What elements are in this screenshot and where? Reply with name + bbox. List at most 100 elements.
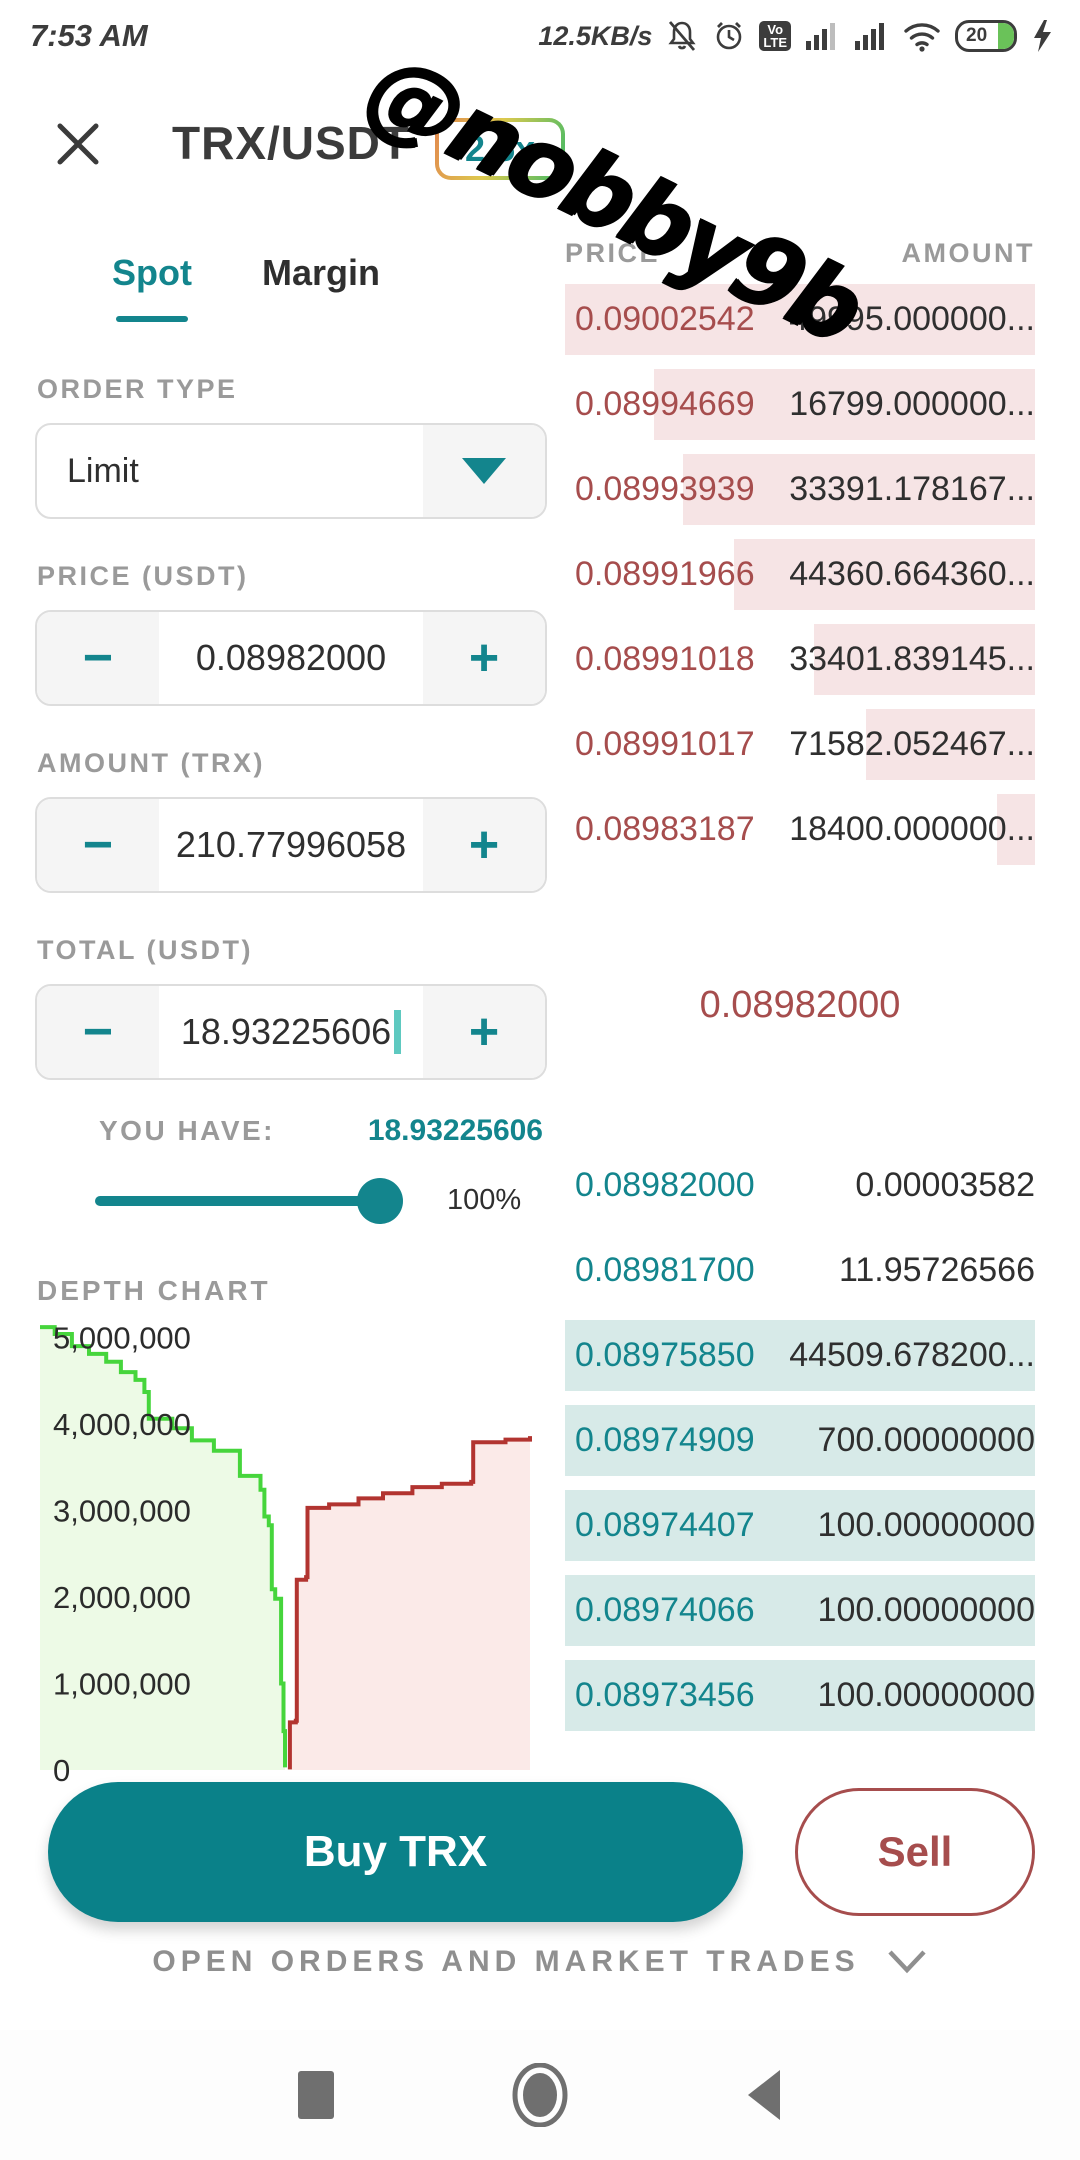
clock-time: 7:53 AM (30, 18, 148, 53)
ask-depth-bar (814, 624, 1035, 695)
bid-amount: 44509.678200... (789, 1336, 1035, 1374)
total-decrement-button[interactable]: − (37, 986, 159, 1078)
ask-amount: 44360.664360... (789, 555, 1035, 593)
bid-price: 0.08974066 (575, 1591, 755, 1629)
alarm-clock-icon (712, 19, 746, 53)
ask-depth-bar (997, 794, 1035, 865)
bid-row[interactable]: 0.08973456 100.00000000 (565, 1660, 1035, 1731)
slider-percent-label: 100% (447, 1184, 522, 1216)
y-axis-tick: 4,000,000 (53, 1407, 191, 1442)
ask-row[interactable]: 0.08991018 33401.839145... (565, 624, 1035, 695)
you-have-value: 18.93225606 (367, 1114, 543, 1147)
bid-amount: 100.00000000 (817, 1591, 1035, 1629)
android-nav-bar (0, 2030, 1080, 2160)
y-axis-tick: 5,000,000 (53, 1320, 191, 1355)
tab-spot[interactable]: Spot (112, 252, 192, 322)
last-price[interactable]: 0.08982000 (699, 984, 901, 1026)
bid-price: 0.08975850 (575, 1336, 755, 1374)
ask-price: 0.08983187 (575, 810, 755, 848)
y-axis-tick: 0 (53, 1753, 70, 1788)
total-increment-button[interactable]: + (423, 986, 545, 1078)
ask-amount: 49995.000000... (789, 300, 1035, 338)
chevron-down-icon (887, 1950, 926, 1974)
bid-depth-bar (565, 1660, 1035, 1731)
battery-icon: 20 (955, 20, 1017, 52)
slider-thumb[interactable] (357, 1177, 403, 1224)
home-button[interactable] (512, 2063, 568, 2127)
ask-price: 0.08991017 (575, 725, 755, 763)
ask-depth-bar (654, 369, 1035, 440)
depth-chart-svg: 5,000,000 4,000,000 3,000,000 2,000,000 1,00… (40, 1320, 532, 1826)
depth-chart: 5,000,000 4,000,000 3,000,000 2,000,000 1,00… (35, 1315, 547, 1837)
amount-slider[interactable] (95, 1177, 403, 1224)
ask-amount: 71582.052467... (789, 725, 1035, 763)
ask-amount: 33401.839145... (789, 640, 1035, 678)
amount-increment-button[interactable]: + (423, 799, 545, 891)
bid-rows: 0.08982000 0.00003582 0.08981700 11.9572656… (565, 1150, 1035, 1731)
bid-row[interactable]: 0.08974909 700.00000000 (565, 1405, 1035, 1476)
order-book: PRICE AMOUNT 0.09002542 49995.000000... 0.… (565, 238, 1035, 1731)
amount-column-header: AMOUNT (901, 237, 1035, 268)
order-type-select[interactable]: Limit (35, 423, 547, 519)
you-have-label: YOU HAVE: (99, 1115, 275, 1146)
back-button[interactable] (736, 2067, 792, 2123)
bid-price: 0.08981700 (575, 1251, 755, 1289)
amount-decrement-button[interactable]: − (37, 799, 159, 891)
price-increment-button[interactable]: + (423, 612, 545, 704)
price-decrement-button[interactable]: − (37, 612, 159, 704)
amount-field[interactable]: 210.77996058 (175, 824, 407, 865)
bid-depth-bar (565, 1405, 1035, 1476)
sell-button[interactable]: Sell (795, 1788, 1035, 1916)
ask-depth-bar (565, 284, 1035, 355)
bid-price: 0.08973456 (575, 1676, 755, 1714)
bid-amount: 100.00000000 (817, 1676, 1035, 1714)
y-axis-tick: 1,000,000 (53, 1666, 191, 1701)
buy-button[interactable]: Buy TRX (48, 1782, 743, 1922)
charging-bolt-icon (1030, 18, 1054, 54)
close-icon[interactable] (52, 118, 104, 170)
text-cursor (394, 1010, 402, 1054)
bid-amount: 700.00000000 (817, 1421, 1035, 1459)
order-type-caret-zone[interactable] (423, 425, 545, 517)
open-orders-label: OPEN ORDERS AND MARKET TRADES (152, 1945, 860, 1978)
bid-price: 0.08982000 (575, 1166, 755, 1204)
bid-row[interactable]: 0.08975850 44509.678200... (565, 1320, 1035, 1391)
ask-row[interactable]: 0.08991017 71582.052467... (565, 709, 1035, 780)
bid-row[interactable]: 0.08981700 11.95726566 (565, 1235, 1035, 1306)
ask-row[interactable]: 0.08991966 44360.664360... (565, 539, 1035, 610)
bid-row[interactable]: 0.08974407 100.00000000 (565, 1490, 1035, 1561)
market-tabs: Spot Margin (35, 252, 547, 322)
ask-price: 0.08991966 (575, 555, 755, 593)
total-field[interactable]: 18.93225606 (159, 986, 423, 1078)
ask-row[interactable]: 0.08994669 16799.000000... (565, 369, 1035, 440)
ask-price: 0.08994669 (575, 385, 755, 423)
ask-row[interactable]: 0.08983187 18400.000000... (565, 794, 1035, 865)
active-tab-underline (115, 316, 188, 322)
price-field[interactable]: 0.08982000 (195, 637, 387, 678)
total-label: TOTAL (USDT) (37, 935, 253, 965)
depth-area-asks (287, 1436, 530, 1770)
bid-row[interactable]: 0.08982000 0.00003582 (565, 1150, 1035, 1221)
muted-bell-icon (665, 19, 699, 53)
y-axis-tick: 2,000,000 (53, 1580, 191, 1615)
open-orders-toggle[interactable]: OPEN ORDERS AND MARKET TRADES (0, 1945, 1080, 1979)
y-axis-tick: 3,000,000 (53, 1493, 191, 1528)
total-value: 18.93225606 (180, 1011, 392, 1052)
signal-bars-icon (804, 19, 840, 53)
bid-price: 0.08974909 (575, 1421, 755, 1459)
tab-margin[interactable]: Margin (261, 252, 380, 293)
leverage-badge[interactable]: 2.5x (435, 118, 566, 180)
bid-amount: 100.00000000 (817, 1506, 1035, 1544)
ask-amount: 16799.000000... (789, 385, 1035, 423)
ask-row[interactable]: 0.08993939 33391.178167... (565, 454, 1035, 525)
ask-price: 0.09002542 (575, 300, 755, 338)
depth-chart-title: DEPTH CHART (37, 1275, 271, 1306)
bid-row[interactable]: 0.08974066 100.00000000 (565, 1575, 1035, 1646)
amount-slider-row: 100% (35, 1177, 547, 1224)
ask-row[interactable]: 0.09002542 49995.000000... (565, 284, 1035, 355)
recents-button[interactable] (288, 2067, 344, 2123)
price-stepper: − 0.08982000 + (35, 610, 547, 706)
total-stepper: − 18.93225606 + (35, 984, 547, 1080)
order-type-value: Limit (67, 451, 139, 490)
bid-amount: 11.95726566 (838, 1251, 1035, 1289)
